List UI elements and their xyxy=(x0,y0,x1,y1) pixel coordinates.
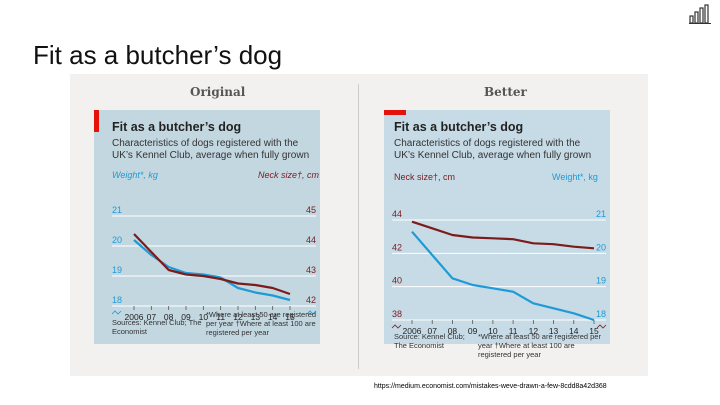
better-chart-panel: Fit as a butcher’s dog Characteristics o… xyxy=(384,110,610,359)
x-tick-label: 15 xyxy=(589,326,599,336)
x-tick-label: 12 xyxy=(233,312,243,322)
series-line xyxy=(411,220,595,250)
original-line-chart: 21 45 20 44 19 43 18 42 2006 07 08 09 10 11 12 13 14 15 xyxy=(111,205,317,322)
x-tick-label: 09 xyxy=(181,312,191,322)
axis-break-icon xyxy=(306,310,317,315)
right-axis-label: Weight*, kg xyxy=(552,172,598,182)
axis-break-icon xyxy=(111,310,122,315)
bar-chart-logo-icon xyxy=(689,4,711,24)
x-tick-label: 09 xyxy=(468,326,478,336)
left-axis-label: Neck size†, cm xyxy=(394,172,456,182)
x-tick-label: 07 xyxy=(147,312,157,322)
y-tick-label-left: 21 xyxy=(112,205,122,215)
footnote-sources: Source: Kennel Club; The Economist xyxy=(394,332,465,350)
x-tick-label: 13 xyxy=(549,326,559,336)
y-tick-label-right: 42 xyxy=(306,295,316,305)
x-tick-label: 11 xyxy=(216,312,225,322)
red-accent-bar xyxy=(384,110,406,115)
better-heading: Better xyxy=(484,85,527,99)
x-tick-label: 10 xyxy=(488,326,498,336)
x-tick-label: 11 xyxy=(509,326,518,336)
series-line xyxy=(411,230,595,322)
x-tick-label: 2006 xyxy=(403,326,422,336)
chart-subtitle: Characteristics of dogs registered with … xyxy=(394,138,592,161)
y-tick-label-right: 45 xyxy=(306,205,316,215)
y-tick-label-left: 40 xyxy=(392,276,402,286)
x-tick-label: 08 xyxy=(164,312,174,322)
y-tick-label-left: 42 xyxy=(392,242,402,252)
y-tick-label-right: 18 xyxy=(596,309,606,319)
y-tick-label-right: 20 xyxy=(596,242,606,252)
x-tick-label: 13 xyxy=(251,312,261,322)
right-axis-label: Neck size†, cm xyxy=(258,170,320,180)
y-tick-label-right: 43 xyxy=(306,265,316,275)
x-tick-label: 07 xyxy=(427,326,437,336)
slide-title: Fit as a butcher’s dog xyxy=(33,40,283,70)
y-tick-label-right: 19 xyxy=(596,276,606,286)
chart-title: Fit as a butcher’s dog xyxy=(112,120,242,134)
x-tick-label: 12 xyxy=(529,326,539,336)
y-tick-label-right: 44 xyxy=(306,235,316,245)
footnote-sources: Sources: Kennel Club; The Economist xyxy=(112,318,202,336)
x-tick-label: 14 xyxy=(569,326,579,336)
comparison-figure: Original Better Fit as a butcher’s dog C… xyxy=(70,74,648,376)
y-tick-label-left: 44 xyxy=(392,209,402,219)
axis-break-icon xyxy=(596,324,607,329)
y-tick-label-left: 20 xyxy=(112,235,122,245)
footnote-notes: *Where at least 50 are registered per ye… xyxy=(206,310,317,337)
series-line xyxy=(133,239,291,302)
x-tick-label: 15 xyxy=(285,312,295,322)
footnote-notes: *Where at least 50 are registered per ye… xyxy=(478,332,601,359)
x-tick-label: 08 xyxy=(448,326,458,336)
original-chart-panel: Fit as a butcher’s dog Characteristics o… xyxy=(94,110,320,344)
y-tick-label-left: 38 xyxy=(392,309,402,319)
red-accent-bar xyxy=(94,110,99,132)
x-tick-label: 2006 xyxy=(125,312,144,322)
x-tick-label: 10 xyxy=(199,312,209,322)
axis-break-icon xyxy=(391,324,402,329)
source-url: https://medium.economist.com/mistakes-we… xyxy=(374,383,607,390)
chart-title: Fit as a butcher’s dog xyxy=(394,120,524,134)
divider xyxy=(358,84,359,369)
original-heading: Original xyxy=(190,85,246,99)
y-tick-label-right: 21 xyxy=(596,209,606,219)
better-line-chart: 44 21 42 20 40 19 38 18 2006 07 08 09 10 11 12 13 14 15 xyxy=(391,209,607,336)
series-line xyxy=(133,233,291,296)
left-axis-label: Weight*, kg xyxy=(112,170,158,180)
x-tick-label: 14 xyxy=(268,312,278,322)
y-tick-label-left: 19 xyxy=(112,265,122,275)
chart-subtitle: Characteristics of dogs registered with … xyxy=(112,138,310,161)
y-tick-label-left: 18 xyxy=(112,295,122,305)
